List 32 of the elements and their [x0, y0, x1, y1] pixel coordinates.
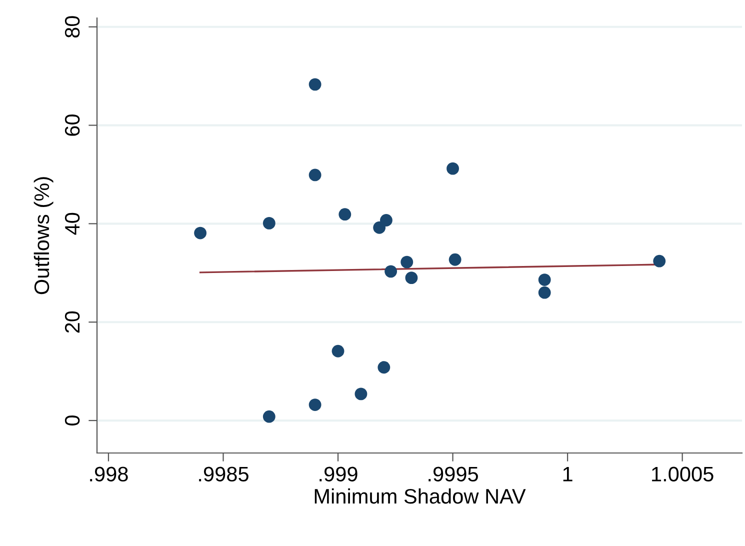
point — [653, 254, 666, 268]
point — [262, 410, 276, 423]
point — [448, 253, 462, 266]
point — [446, 162, 459, 175]
point — [308, 398, 322, 411]
point — [262, 216, 276, 230]
x-tick-label: .9995 — [428, 466, 478, 482]
point — [308, 78, 322, 91]
point — [332, 344, 344, 358]
x-tick-label: 1.0005 — [652, 466, 714, 482]
x-tick-label: 1 — [563, 466, 572, 482]
y-axis-title: Outflows (%) — [34, 177, 54, 294]
x-tick-label: .999 — [320, 466, 358, 482]
y-tick-label: 20 — [64, 311, 80, 333]
y-tick-label: 0 — [64, 416, 80, 426]
x-tick-label: .9985 — [199, 466, 248, 482]
point — [380, 214, 392, 226]
point — [538, 274, 551, 286]
point — [405, 272, 418, 284]
y-tick-label: 40 — [64, 212, 80, 235]
point — [378, 361, 390, 374]
y-tick-label: 60 — [64, 114, 80, 136]
point — [384, 265, 398, 278]
point — [308, 168, 322, 182]
y-tick-label: 80 — [64, 16, 80, 38]
point — [354, 388, 368, 400]
point — [400, 256, 414, 268]
x-tick-label: .998 — [90, 466, 128, 482]
point — [538, 286, 551, 299]
point — [194, 226, 207, 240]
x-axis-title: Minimum Shadow NAV — [314, 488, 526, 504]
point — [338, 208, 352, 221]
